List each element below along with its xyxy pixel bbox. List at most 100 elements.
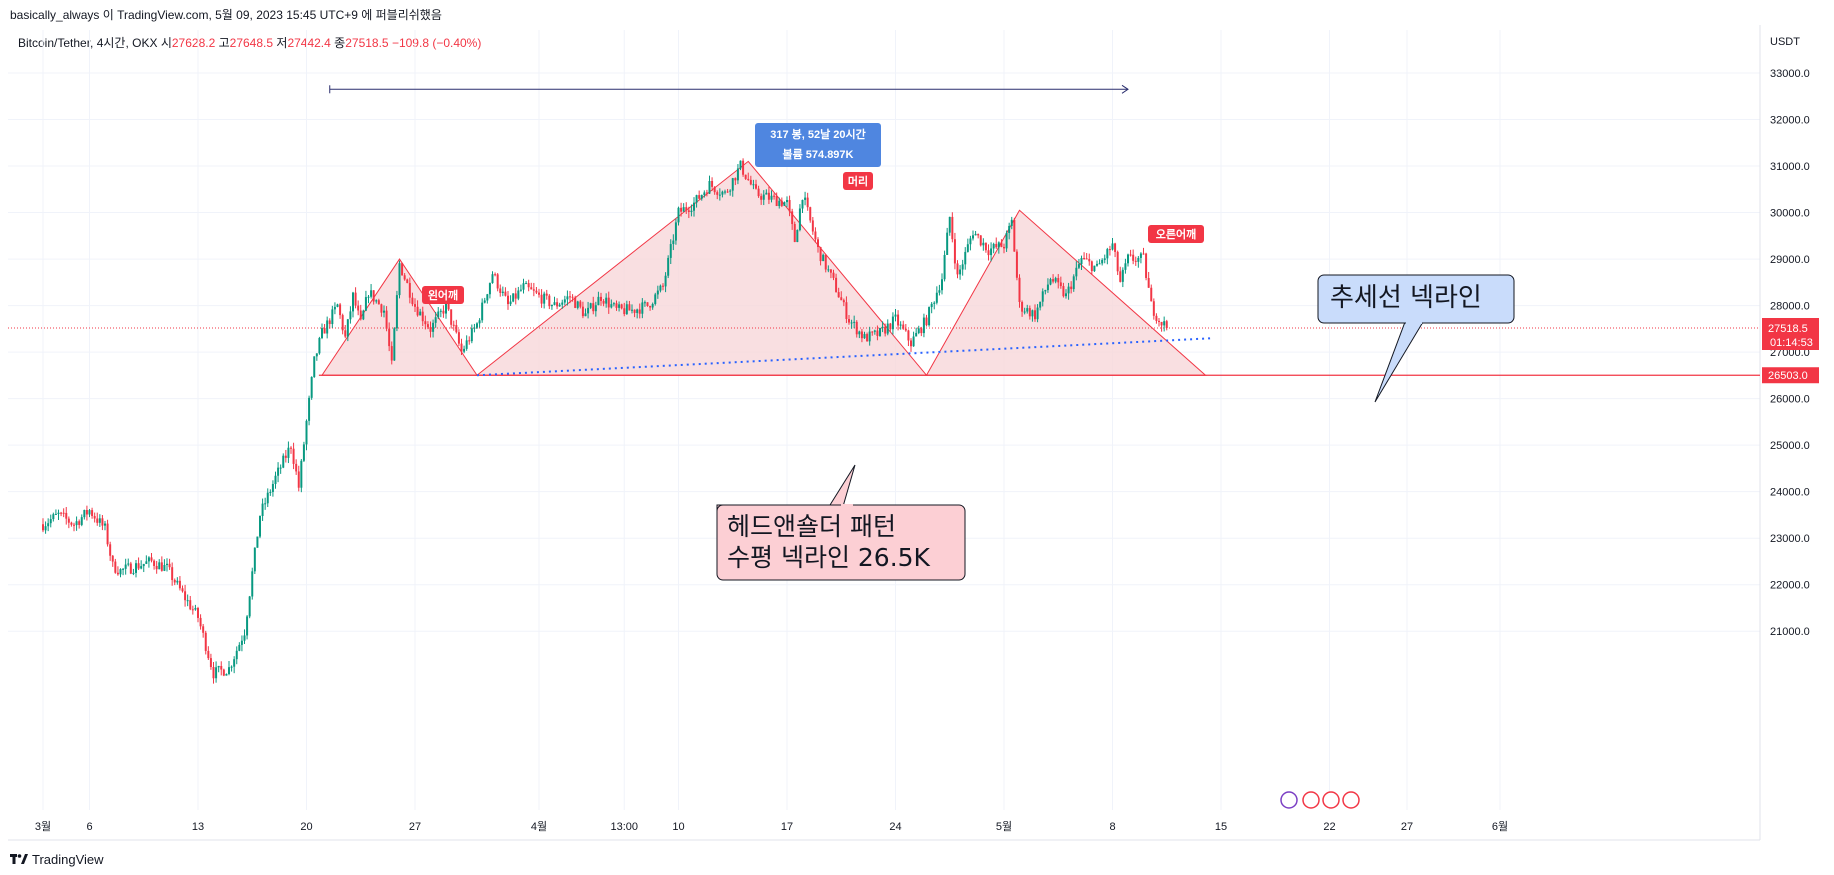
candle-body	[540, 294, 543, 304]
candle-body	[840, 297, 843, 301]
economic-event-icon[interactable]	[1342, 791, 1360, 809]
candle-body	[553, 302, 556, 305]
candle-body	[398, 263, 401, 296]
range-label-volume: 볼륨 574.897K	[782, 148, 853, 161]
candle-body	[561, 302, 564, 305]
candle-body	[1013, 219, 1016, 252]
symbol-legend: Bitcoin/Tether, 4시간, OKX 시27628.2 고27648…	[18, 34, 481, 51]
candle-body	[884, 326, 887, 334]
economic-event-icon[interactable]	[1322, 791, 1340, 809]
x-tick-label: 6	[86, 821, 92, 833]
candle-body	[481, 302, 484, 321]
candle-body	[240, 640, 243, 645]
close-label: 종	[334, 36, 346, 50]
price-chart[interactable]: USDT 33000.0 32000.0 31000.0 30000.0 29000.0 2…	[0, 0, 1834, 845]
candle-body	[168, 563, 171, 568]
candle-body	[44, 526, 47, 531]
candle-body	[837, 292, 840, 298]
candle-body	[1034, 310, 1036, 320]
candle-body	[966, 244, 969, 252]
pattern-triangle	[475, 160, 928, 376]
candle-body	[166, 563, 168, 566]
earnings-event-icon[interactable]	[1280, 791, 1298, 809]
candle-body	[96, 518, 99, 523]
low-value: 27442.4	[287, 36, 331, 50]
candle-body	[416, 306, 419, 316]
candle-body	[98, 518, 101, 523]
candle-body	[248, 596, 251, 617]
candle-body	[243, 635, 246, 641]
y-tick-label: 29000.0	[1770, 254, 1810, 266]
candle-body	[1158, 320, 1160, 322]
candle-body	[1083, 258, 1086, 260]
x-tick-label: 27	[1401, 821, 1413, 833]
candle-body	[871, 331, 874, 333]
close-value: 27518.5	[345, 36, 389, 50]
candle-body	[620, 304, 623, 309]
candle-body	[429, 327, 432, 332]
candle-body	[228, 667, 230, 674]
candle-body	[801, 199, 804, 209]
candle-body	[49, 519, 52, 524]
candle-body	[592, 303, 595, 312]
candle-body	[612, 303, 615, 305]
x-tick-label: 13	[192, 821, 204, 833]
candle-body	[804, 197, 807, 200]
candle-body	[191, 609, 194, 611]
candle-body	[328, 320, 331, 325]
candle-body	[1054, 278, 1057, 282]
candle-body	[703, 192, 706, 196]
candle-body	[532, 289, 535, 291]
candle-body	[1137, 257, 1140, 262]
candle-body	[57, 512, 60, 514]
brand-text: TradingView	[32, 852, 104, 867]
candle-body	[238, 644, 241, 651]
candle-body	[140, 566, 143, 569]
candle-body	[1108, 249, 1111, 251]
candle-body	[866, 334, 869, 342]
candle-body	[974, 233, 977, 236]
candle-body	[708, 181, 711, 194]
candle-body	[1077, 264, 1080, 268]
candle-body	[1026, 308, 1029, 312]
candle-body	[889, 323, 892, 330]
candle-body	[587, 307, 590, 314]
candle-body	[1057, 278, 1060, 283]
candle-body	[721, 191, 724, 195]
candle-body	[744, 174, 747, 179]
candle-body	[1114, 243, 1117, 252]
candle-body	[1116, 251, 1119, 272]
candle-body	[997, 242, 1000, 248]
candle-body	[566, 296, 569, 300]
candle-body	[426, 324, 429, 328]
candle-body	[204, 632, 207, 651]
candle-body	[731, 178, 734, 191]
candle-body	[318, 338, 321, 354]
candle-body	[752, 184, 755, 186]
candle-body	[729, 190, 732, 192]
candle-body	[757, 188, 760, 197]
candle-body	[47, 523, 50, 527]
candle-body	[349, 311, 352, 320]
candle-body	[271, 483, 274, 492]
candle-body	[315, 353, 318, 357]
candle-body	[845, 302, 848, 319]
candle-body	[150, 557, 153, 561]
candle-body	[401, 263, 404, 276]
range-label-bars: 317 봉, 52날 20시간	[770, 127, 866, 141]
candle-body	[494, 274, 497, 276]
candle-body	[119, 569, 122, 575]
candle-body	[52, 514, 55, 520]
candle-body	[341, 315, 344, 331]
candle-body	[788, 199, 791, 212]
candle-body	[308, 397, 311, 421]
candle-body	[230, 666, 233, 668]
economic-event-icon[interactable]	[1302, 791, 1320, 809]
candle-body	[80, 517, 83, 525]
candle-body	[656, 290, 659, 295]
candle-body	[1142, 253, 1145, 255]
candle-body	[344, 330, 347, 337]
candle-body	[1121, 269, 1124, 282]
candle-body	[625, 304, 628, 315]
candle-body	[1031, 310, 1034, 317]
